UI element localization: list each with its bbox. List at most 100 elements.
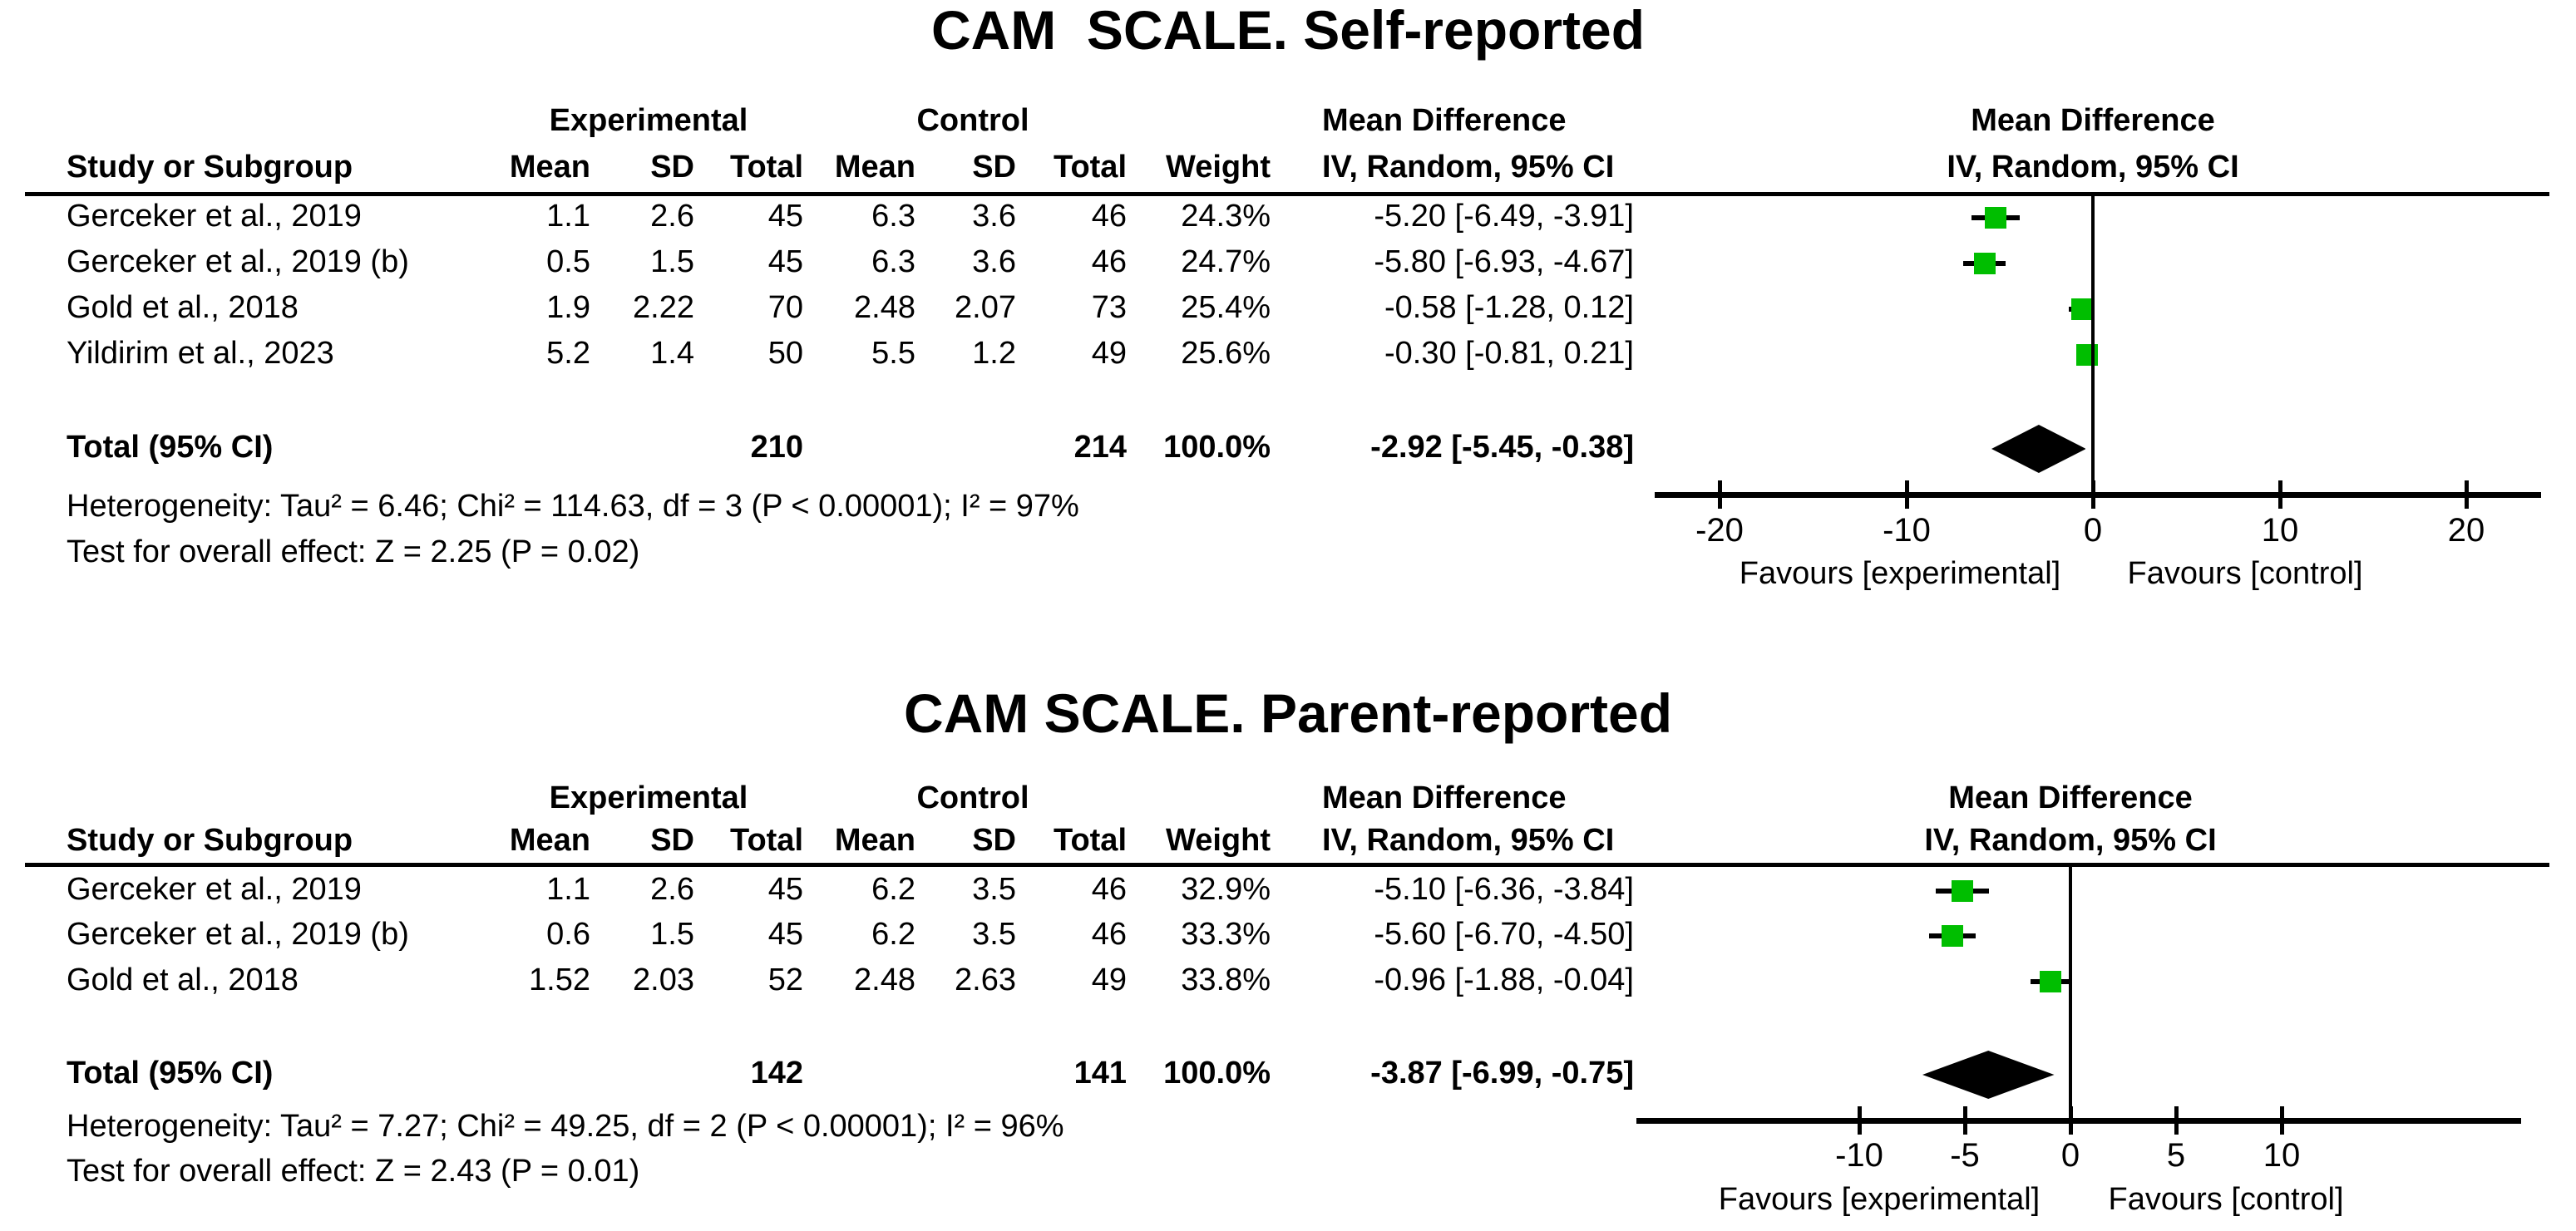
md-ci-value: -5.80 [-6.93, -4.67] (1374, 244, 1634, 279)
ctl-mean-value: 6.2 (871, 917, 915, 952)
weight-value: 33.3% (1181, 917, 1271, 952)
exp-sd-column-header: SD (650, 823, 694, 858)
axis-tick-label: 0 (2083, 512, 2103, 549)
study-name: Yildirim et al., 2023 (67, 336, 334, 371)
axis-tick-label: 5 (2166, 1137, 2186, 1174)
exp-mean-value: 1.1 (546, 199, 590, 234)
total-ctl-n: 214 (1073, 430, 1127, 465)
axis-tick-label: -20 (1695, 512, 1744, 549)
axis-tick (2091, 480, 2095, 509)
study-name: Gerceker et al., 2019 (67, 872, 362, 907)
ctl-mean-value: 6.2 (871, 872, 915, 907)
heterogeneity-text: Heterogeneity: Tau² = 6.46; Chi² = 114.6… (67, 489, 1079, 524)
overall-effect-text: Test for overall effect: Z = 2.25 (P = 0… (67, 534, 640, 569)
exp-sd-value: 2.6 (650, 872, 694, 907)
exp-sd-value: 1.4 (650, 336, 694, 371)
ctl-mean-column-header: Mean (834, 823, 915, 858)
ci-method-column-header: IV, Random, 95% CI (1322, 150, 1615, 185)
study-name: Gerceker et al., 2019 (b) (67, 244, 409, 279)
ctl-total-value: 46 (1091, 872, 1127, 907)
axis-tick (2465, 480, 2469, 509)
exp-total-value: 45 (767, 917, 803, 952)
total-exp-n: 142 (750, 1056, 803, 1091)
effect-marker-square (2076, 344, 2098, 366)
exp-total-value: 45 (767, 199, 803, 234)
axis-tick (1718, 480, 1722, 509)
axis-tick (2069, 1106, 2073, 1135)
exp-sd-value: 1.5 (650, 917, 694, 952)
md-ci-value: -0.30 [-0.81, 0.21] (1384, 336, 1634, 371)
favours-control-label: Favours [control] (2127, 556, 2363, 591)
ctl-mean-value: 6.3 (871, 244, 915, 279)
exp-sd-value: 2.03 (633, 963, 694, 997)
zero-reference-line (2091, 194, 2095, 495)
exp-mean-value: 1.1 (546, 872, 590, 907)
exp-total-column-header: Total (730, 823, 803, 858)
md-ci-value: -0.96 [-1.88, -0.04] (1374, 963, 1634, 997)
axis-tick-label: 10 (2263, 1137, 2301, 1174)
total-row-label: Total (95% CI) (67, 1056, 274, 1091)
total-md-ci: -3.87 [-6.99, -0.75] (1370, 1056, 1634, 1091)
weight-value: 25.6% (1181, 336, 1271, 371)
weight-value: 24.7% (1181, 244, 1271, 279)
favours-control-label: Favours [control] (2108, 1182, 2344, 1217)
axis-tick (1858, 1106, 1862, 1135)
effect-marker-square (1942, 925, 1963, 947)
exp-total-column-header: Total (730, 150, 803, 185)
ctl-sd-column-header: SD (972, 150, 1016, 185)
mean-difference-column-header: Mean Difference (1322, 780, 1567, 815)
ctl-sd-value: 3.5 (972, 917, 1016, 952)
ctl-total-value: 46 (1091, 199, 1127, 234)
effect-marker-square (2040, 971, 2061, 992)
x-axis-line (1636, 1118, 2521, 1124)
exp-total-value: 70 (767, 290, 803, 325)
ctl-sd-value: 3.6 (972, 244, 1016, 279)
control-group-header: Control (916, 780, 1029, 815)
x-axis-line (1655, 492, 2541, 498)
ctl-total-value: 46 (1091, 244, 1127, 279)
ctl-mean-value: 5.5 (871, 336, 915, 371)
panel-title-self-reported: CAM SCALE. Self-reported (930, 0, 1646, 61)
weight-value: 33.8% (1181, 963, 1271, 997)
overall-effect-text: Test for overall effect: Z = 2.43 (P = 0… (67, 1154, 640, 1189)
axis-tick-label: -10 (1835, 1137, 1883, 1174)
ctl-mean-value: 2.48 (854, 290, 915, 325)
axis-tick-label: -5 (1950, 1137, 1980, 1174)
ctl-sd-column-header: SD (972, 823, 1016, 858)
effect-marker-square (1974, 253, 1996, 274)
ctl-mean-value: 2.48 (854, 963, 915, 997)
total-row-label: Total (95% CI) (67, 430, 274, 465)
ctl-sd-value: 1.2 (972, 336, 1016, 371)
header-rule (25, 863, 2549, 867)
favours-experimental-label: Favours [experimental] (1718, 1182, 2041, 1217)
ctl-total-value: 49 (1091, 336, 1127, 371)
heterogeneity-text: Heterogeneity: Tau² = 7.27; Chi² = 49.25… (67, 1109, 1064, 1144)
ci-method-plot-header: IV, Random, 95% CI (1924, 823, 2217, 858)
ctl-sd-value: 3.6 (972, 199, 1016, 234)
exp-total-value: 52 (767, 963, 803, 997)
exp-total-value: 45 (767, 872, 803, 907)
exp-sd-value: 2.6 (650, 199, 694, 234)
exp-mean-value: 1.52 (529, 963, 590, 997)
ctl-sd-value: 2.63 (955, 963, 1016, 997)
md-ci-value: -0.58 [-1.28, 0.12] (1384, 290, 1634, 325)
total-weight: 100.0% (1163, 1056, 1271, 1091)
axis-tick (2280, 1106, 2284, 1135)
effect-marker-square (1952, 880, 1973, 902)
total-weight: 100.0% (1163, 430, 1271, 465)
weight-column-header: Weight (1166, 823, 1271, 858)
axis-tick-label: 10 (2261, 512, 2299, 549)
mean-difference-plot-header: Mean Difference (1948, 780, 2193, 815)
exp-mean-value: 0.5 (546, 244, 590, 279)
ci-method-column-header: IV, Random, 95% CI (1322, 823, 1615, 858)
ctl-sd-value: 2.07 (955, 290, 1016, 325)
summary-diamond (1991, 425, 2086, 473)
zero-reference-line (2069, 864, 2072, 1120)
experimental-group-header: Experimental (549, 780, 748, 815)
favours-experimental-label: Favours [experimental] (1739, 556, 2061, 591)
ctl-total-column-header: Total (1054, 150, 1127, 185)
axis-tick (2278, 480, 2282, 509)
total-exp-n: 210 (750, 430, 803, 465)
effect-marker-square (2071, 298, 2093, 320)
